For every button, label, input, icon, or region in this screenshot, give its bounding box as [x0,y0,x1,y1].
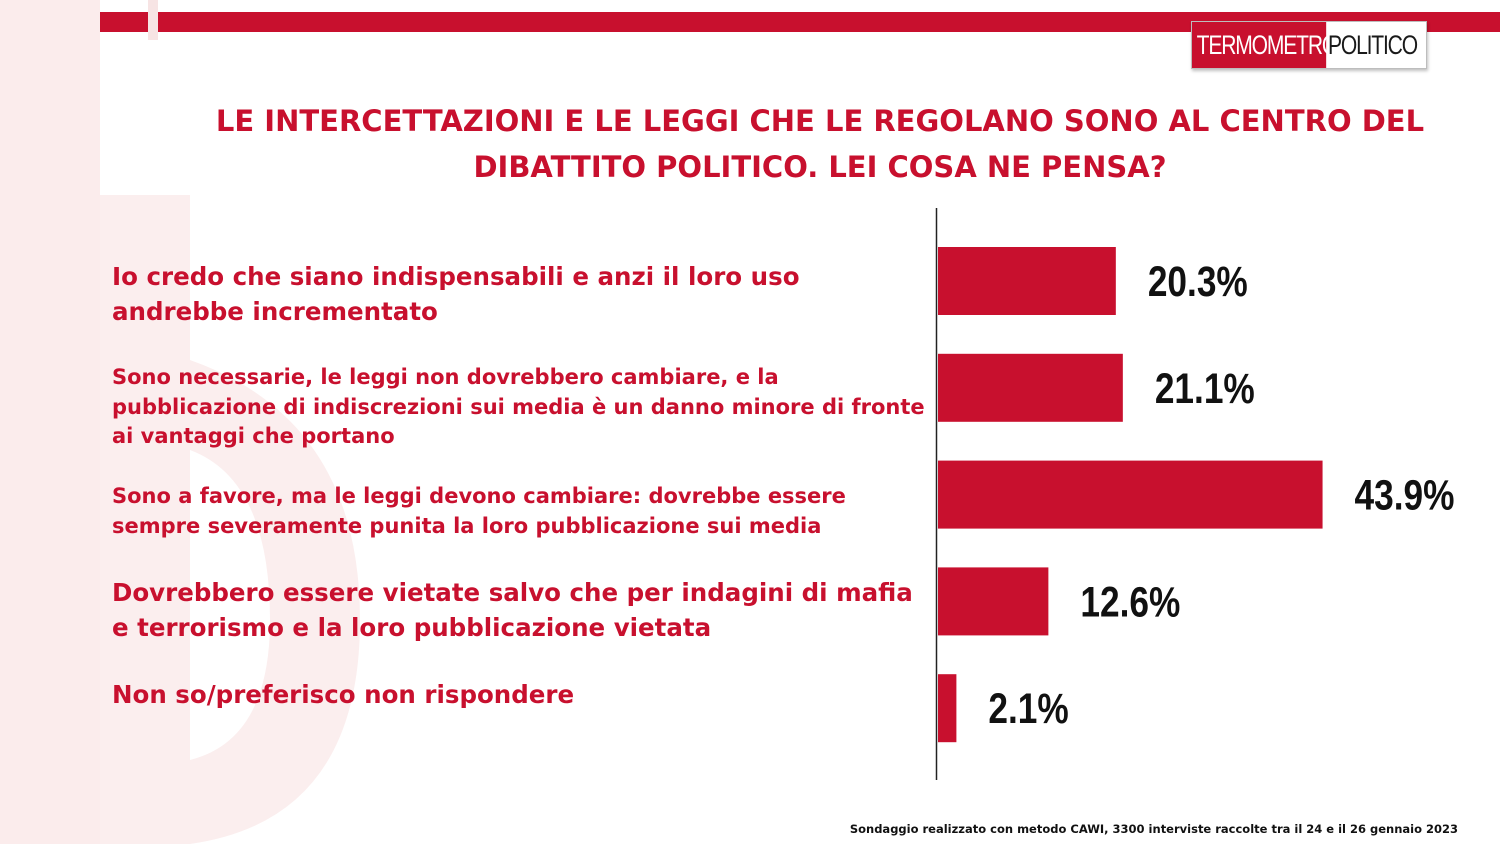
brand-logo: TERMOMETRO POLITICO [1191,21,1427,69]
value-label-4: 12.6% [1080,578,1180,626]
value-label-3: 43.9% [1355,471,1455,519]
top-accent-bar [0,12,1500,32]
category-label-2: Sono necessarie, le leggi non dovrebbero… [112,365,925,448]
category-label-3: Sono a favore, ma le leggi devono cambia… [112,484,846,538]
bar-1 [938,247,1116,315]
bar-5 [938,674,957,743]
logo-part-termometro: TERMOMETRO [1192,22,1338,68]
bar-2 [938,353,1123,422]
category-label-1: Io credo che siano indispensabili e anzi… [112,262,800,326]
value-label-1: 20.3% [1148,258,1248,306]
category-label-4: Dovrebbero essere vietate salvo che per … [112,578,913,642]
value-label-5: 2.1% [988,685,1068,733]
bar-4 [938,567,1049,636]
logo-part-politico: POLITICO [1328,29,1418,60]
chart-title: LE INTERCETTAZIONI E LE LEGGI CHE LE REG… [215,104,1425,184]
category-label-5: Non so/preferisco non rispondere [112,680,575,709]
survey-footnote: Sondaggio realizzato con metodo CAWI, 33… [849,822,1458,836]
value-label-2: 21.1% [1155,365,1255,413]
bar-3 [938,460,1323,529]
